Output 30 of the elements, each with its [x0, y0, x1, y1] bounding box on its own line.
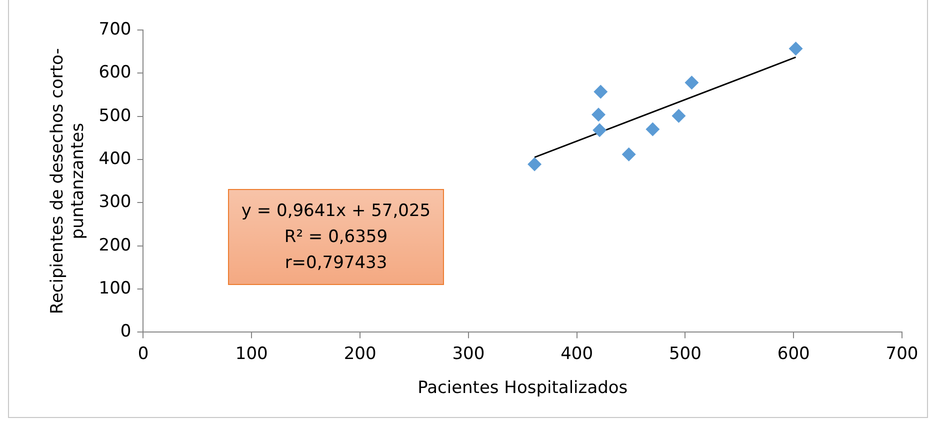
x-tick-label: 0	[138, 344, 149, 364]
x-tick-label: 700	[886, 344, 918, 364]
x-tick-label: 200	[344, 344, 376, 364]
point	[788, 42, 803, 56]
y-tick-label: 700	[98, 19, 132, 40]
point	[646, 122, 660, 136]
y-tick-label: 100	[98, 278, 132, 298]
x-tick-label: 500	[668, 344, 702, 364]
point	[592, 108, 606, 122]
annotation: r=0,797433	[284, 252, 388, 275]
x-tick-label: 600	[777, 344, 810, 364]
annotation: y = 0,9641x + 57,025	[241, 200, 431, 223]
y-tick-label: 500	[98, 106, 132, 126]
point	[528, 157, 542, 172]
point	[592, 123, 607, 138]
x-tick-label: 100	[235, 344, 268, 364]
point	[684, 76, 699, 90]
x-tick-label: 400	[560, 344, 594, 364]
y-tick-label: 0	[120, 322, 132, 342]
y-tick-label: 300	[98, 192, 132, 212]
point	[622, 147, 636, 162]
annotation: R² = 0,6359	[284, 226, 388, 249]
point	[594, 84, 608, 99]
x-axis-title: Pacientes Hospitalizados	[418, 378, 628, 398]
y-tick-label: 600	[98, 62, 132, 83]
x-tick-label: 300	[452, 344, 485, 364]
y-axis-title: Recipientes de desechos corto-puntanzantes	[48, 48, 88, 314]
y-tick-label: 200	[98, 235, 132, 256]
point	[672, 108, 686, 123]
y-tick-label: 400	[98, 148, 132, 169]
